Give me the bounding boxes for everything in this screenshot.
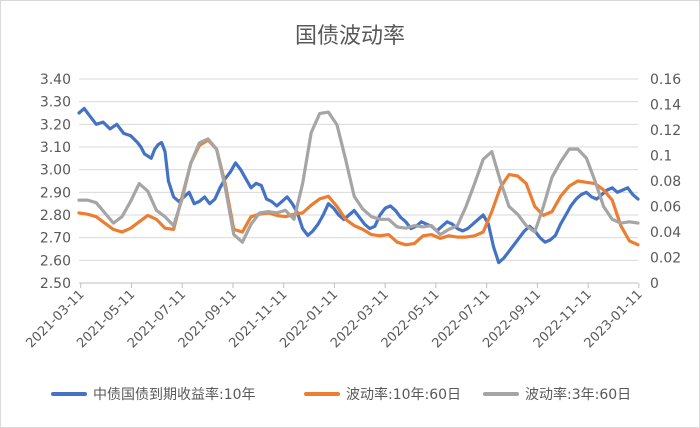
left-tick-label: 2.80 bbox=[40, 208, 71, 224]
right-tick-label: 0.16 bbox=[650, 72, 681, 88]
legend-label-1: 中债国债到期收益率:10年 bbox=[93, 386, 256, 403]
series-line-1 bbox=[77, 106, 640, 265]
right-tick-label: 0.12 bbox=[650, 123, 681, 139]
left-tick-label: 3.00 bbox=[40, 163, 71, 179]
left-tick-label: 3.20 bbox=[40, 117, 71, 133]
chart-title: 国债波动率 bbox=[295, 24, 405, 49]
right-tick-label: 0.1 bbox=[650, 149, 672, 165]
left-tick-label: 2.90 bbox=[40, 185, 71, 201]
left-tick-label: 2.70 bbox=[40, 231, 71, 247]
right-tick-label: 0.06 bbox=[650, 200, 681, 216]
right-axis-ticks: 0 0.02 0.04 0.06 0.08 0.1 0.12 0.14 0.16 bbox=[650, 72, 681, 292]
legend: 中债国债到期收益率:10年 波动率:10年:60日 波动率:3年:60日 bbox=[51, 386, 631, 403]
right-tick-label: 0 bbox=[650, 276, 659, 292]
left-axis-ticks: 2.50 2.60 2.70 2.80 2.90 3.00 3.10 3.20 3.30 3.40 bbox=[40, 72, 71, 292]
right-tick-label: 0.14 bbox=[650, 98, 681, 114]
x-axis: 2021-03-112021-05-112021-07-112021-09-11… bbox=[24, 282, 646, 351]
left-tick-label: 3.30 bbox=[40, 95, 71, 111]
left-tick-label: 3.40 bbox=[40, 72, 71, 88]
series-lines bbox=[77, 106, 640, 265]
series-line-2 bbox=[77, 138, 640, 247]
right-tick-label: 0.02 bbox=[650, 251, 681, 267]
left-tick-label: 3.10 bbox=[40, 140, 71, 156]
left-tick-label: 2.60 bbox=[40, 253, 71, 269]
gridlines bbox=[79, 78, 638, 284]
right-tick-label: 0.04 bbox=[650, 225, 681, 241]
legend-label-3: 波动率:3年:60日 bbox=[525, 386, 631, 403]
series-line-3 bbox=[77, 110, 640, 244]
legend-label-2: 波动率:10年:60日 bbox=[346, 386, 461, 403]
right-tick-label: 0.08 bbox=[650, 174, 681, 190]
left-tick-label: 2.50 bbox=[40, 276, 71, 292]
